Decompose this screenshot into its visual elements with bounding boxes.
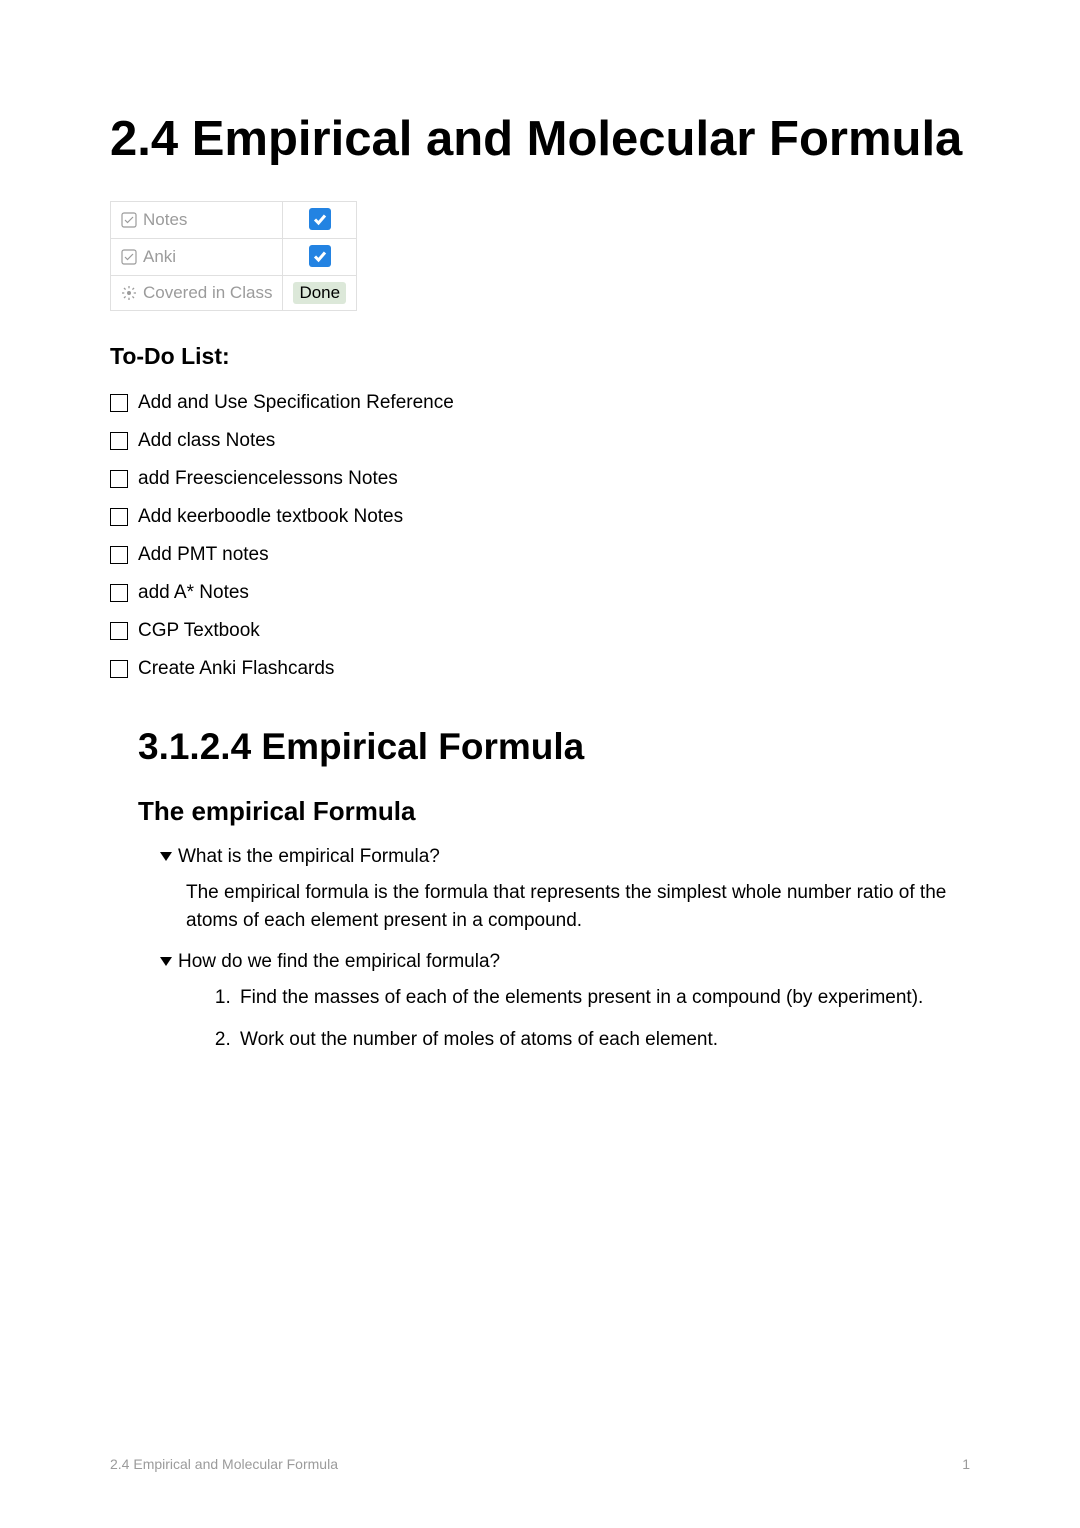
step-item: Find the masses of each of the elements … (236, 984, 970, 1013)
todo-checkbox[interactable] (110, 470, 128, 488)
todo-label: Add keerboodle textbook Notes (138, 506, 403, 528)
checkbox-icon (121, 249, 137, 265)
todo-item: Add keerboodle textbook Notes (110, 498, 970, 536)
todo-list: Add and Use Specification Reference Add … (110, 384, 970, 688)
chevron-down-icon (160, 957, 172, 966)
todo-item: CGP Textbook (110, 612, 970, 650)
toggle-title: How do we find the empirical formula? (178, 951, 500, 973)
footer-title: 2.4 Empirical and Molecular Formula (110, 1456, 338, 1472)
step-item: Work out the number of moles of atoms of… (236, 1026, 970, 1055)
todo-item: Create Anki Flashcards (110, 650, 970, 688)
checkbox-icon (121, 212, 137, 228)
property-label: Anki (143, 247, 176, 267)
properties-table: Notes Anki Covered in Class (110, 201, 357, 311)
sub-heading: The empirical Formula (138, 796, 970, 827)
toggle-body: The empirical formula is the formula tha… (160, 879, 970, 936)
checkmark-icon (312, 211, 328, 227)
todo-item: Add and Use Specification Reference (110, 384, 970, 422)
sun-icon (121, 285, 137, 301)
toggle-body: Find the masses of each of the elements … (160, 984, 970, 1055)
todo-item: add Freesciencelessons Notes (110, 460, 970, 498)
checkmark-icon (312, 248, 328, 264)
todo-checkbox[interactable] (110, 622, 128, 640)
page-footer: 2.4 Empirical and Molecular Formula 1 (110, 1456, 970, 1472)
property-label: Covered in Class (143, 283, 272, 303)
toggle-block: What is the empirical Formula? The empir… (138, 841, 970, 936)
property-row-notes: Notes (111, 201, 357, 238)
todo-label: Create Anki Flashcards (138, 658, 334, 680)
todo-heading: To-Do List: (110, 343, 970, 370)
todo-checkbox[interactable] (110, 508, 128, 526)
todo-label: CGP Textbook (138, 620, 260, 642)
section-heading: 3.1.2.4 Empirical Formula (138, 726, 970, 768)
toggle-block: How do we find the empirical formula? Fi… (138, 946, 970, 1055)
todo-item: Add class Notes (110, 422, 970, 460)
todo-label: Add class Notes (138, 430, 275, 452)
todo-item: add A* Notes (110, 574, 970, 612)
toggle-summary[interactable]: What is the empirical Formula? (160, 841, 970, 873)
toggle-summary[interactable]: How do we find the empirical formula? (160, 946, 970, 978)
todo-item: Add PMT notes (110, 536, 970, 574)
chevron-down-icon (160, 852, 172, 861)
todo-checkbox[interactable] (110, 546, 128, 564)
page-title: 2.4 Empirical and Molecular Formula (110, 110, 970, 169)
todo-label: Add and Use Specification Reference (138, 392, 454, 414)
property-row-anki: Anki (111, 238, 357, 275)
property-label: Notes (143, 210, 187, 230)
status-tag: Done (293, 282, 346, 304)
check-badge (309, 245, 331, 267)
property-row-covered: Covered in Class Done (111, 275, 357, 310)
toggle-title: What is the empirical Formula? (178, 846, 440, 868)
todo-label: Add PMT notes (138, 544, 269, 566)
todo-checkbox[interactable] (110, 394, 128, 412)
todo-checkbox[interactable] (110, 432, 128, 450)
todo-label: add Freesciencelessons Notes (138, 468, 398, 490)
todo-label: add A* Notes (138, 582, 249, 604)
check-badge (309, 208, 331, 230)
todo-checkbox[interactable] (110, 584, 128, 602)
steps-list: Find the masses of each of the elements … (186, 984, 970, 1055)
page-number: 1 (962, 1456, 970, 1472)
todo-checkbox[interactable] (110, 660, 128, 678)
